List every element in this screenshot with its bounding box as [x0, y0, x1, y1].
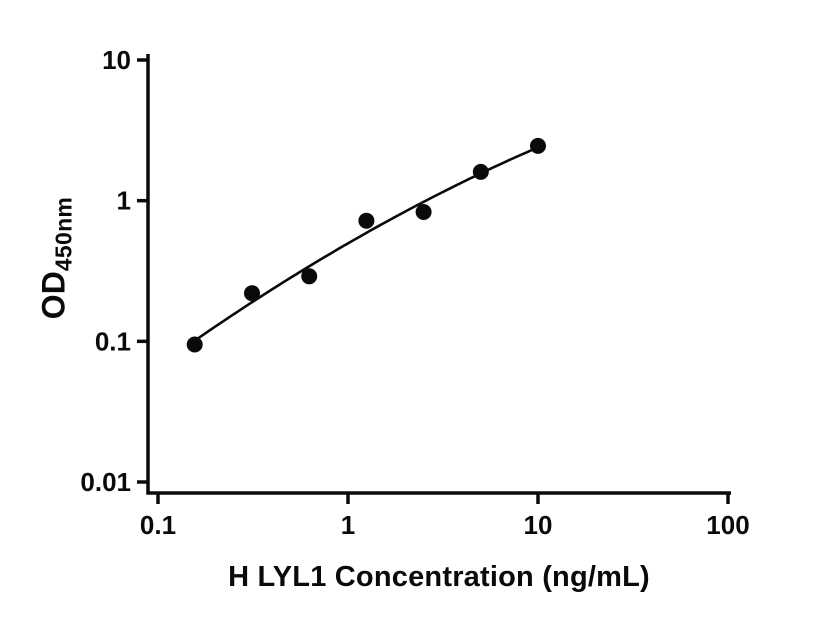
- y-axis-title-main: OD: [35, 271, 72, 320]
- data-point: [186, 336, 203, 353]
- data-point: [472, 163, 489, 180]
- y-axis-tick-label: 10: [102, 45, 131, 75]
- data-point: [415, 204, 432, 220]
- y-axis-tick-label: 0.1: [95, 326, 131, 356]
- x-axis-tick-label: 10: [524, 510, 553, 540]
- data-point: [301, 268, 318, 285]
- x-axis-tick-label: 1: [341, 510, 355, 540]
- y-axis-tick-label: 0.01: [80, 467, 131, 497]
- x-axis-tick-label: 100: [706, 510, 749, 540]
- data-point: [530, 137, 546, 154]
- y-axis-title: OD450nm: [35, 197, 77, 320]
- data-point: [358, 212, 375, 229]
- x-axis-tick-label: 0.1: [140, 510, 176, 540]
- y-axis-title-subscript: 450nm: [50, 196, 77, 272]
- axes-frame: [146, 54, 731, 495]
- y-axis-tick-label: 1: [117, 186, 131, 216]
- data-point: [244, 285, 260, 302]
- x-axis-title: H LYL1 Concentration (ng/mL): [228, 561, 650, 593]
